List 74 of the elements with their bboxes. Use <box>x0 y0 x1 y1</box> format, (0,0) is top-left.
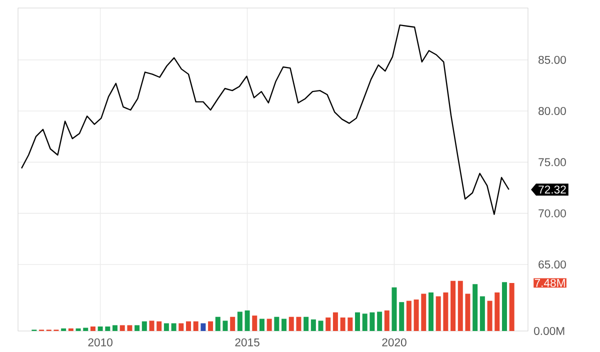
bar <box>414 300 419 331</box>
y2-tick-label: 7.48M <box>534 278 565 287</box>
bar <box>127 325 132 331</box>
bar <box>296 316 302 331</box>
bar <box>399 302 404 331</box>
bar <box>436 296 441 331</box>
bar <box>193 321 198 331</box>
bar <box>377 312 382 331</box>
bar <box>288 316 294 331</box>
bar <box>384 310 390 331</box>
bar <box>186 321 191 331</box>
bar <box>68 328 74 331</box>
bar <box>178 323 184 331</box>
bar <box>237 312 242 331</box>
bar <box>304 316 309 331</box>
bar <box>171 323 176 331</box>
bar <box>149 320 154 331</box>
x-tick-label: 2010 <box>88 338 112 346</box>
bar <box>105 326 110 331</box>
bar <box>421 294 426 331</box>
bar <box>392 287 397 331</box>
bar <box>230 316 236 331</box>
bar <box>244 310 250 331</box>
bar <box>472 284 478 331</box>
bar <box>332 312 338 331</box>
bar <box>494 292 500 331</box>
bar <box>458 280 463 331</box>
bar <box>156 321 162 331</box>
bar <box>282 318 287 331</box>
bar <box>215 316 220 331</box>
bar <box>61 328 66 331</box>
bar <box>362 314 368 331</box>
bar <box>259 318 264 331</box>
bar <box>370 312 375 331</box>
bar <box>326 318 331 331</box>
bar <box>443 292 448 331</box>
bar <box>428 292 434 331</box>
annotation: 72.32 <box>538 186 566 194</box>
bar <box>310 319 316 331</box>
bar <box>164 323 169 331</box>
y-tick-label: 75.00 <box>538 158 566 166</box>
y2-tick-label: 0.00M <box>534 326 564 335</box>
bar <box>142 321 147 331</box>
bar <box>502 282 507 331</box>
bar <box>83 328 88 331</box>
bar <box>120 325 125 331</box>
bar <box>274 316 280 331</box>
bar <box>355 312 360 331</box>
y-tick-label: 85.00 <box>538 56 566 64</box>
y-tick-label: 80.00 <box>538 107 566 116</box>
bar <box>406 300 412 331</box>
bar <box>465 294 470 331</box>
y-tick-label: 65.00 <box>538 260 566 268</box>
bar <box>200 323 206 331</box>
bar <box>98 326 103 331</box>
x-tick-label: 2015 <box>235 338 260 346</box>
bar <box>340 318 346 331</box>
bar <box>252 316 258 331</box>
bar <box>318 320 324 331</box>
bar <box>90 326 96 331</box>
y-tick-label: 70.00 <box>538 209 566 218</box>
bar <box>348 318 353 331</box>
bar <box>450 280 456 331</box>
bar <box>112 325 118 331</box>
bar <box>208 321 214 331</box>
x-tick-label: 2020 <box>382 338 406 346</box>
bar <box>266 318 272 331</box>
line-series <box>20 24 510 215</box>
bar <box>76 328 81 331</box>
bar <box>134 325 140 331</box>
bar <box>487 300 492 331</box>
bar <box>509 282 514 331</box>
bar <box>480 296 485 331</box>
bar <box>222 320 228 331</box>
